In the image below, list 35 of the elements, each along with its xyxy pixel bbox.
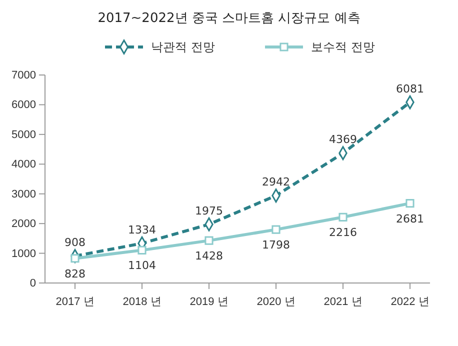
y-tick-label: 3000 (12, 188, 36, 200)
data-label: 908 (64, 236, 86, 250)
data-label: 2681 (396, 212, 424, 226)
data-label: 1104 (128, 259, 156, 272)
data-label: 1798 (262, 238, 290, 252)
y-tick-label: 6000 (12, 99, 36, 112)
data-label: 1334 (128, 223, 156, 236)
x-tick-label: 2018 년 (122, 296, 162, 308)
y-tick-label: 7000 (12, 70, 36, 82)
legend-label: 보수적 전망 (311, 40, 375, 54)
point (338, 212, 348, 222)
data-label: 4369 (329, 133, 357, 146)
data-label: 1975 (195, 204, 223, 218)
chart-title: 2017~2022년 중국 스마트홈 시장규모 예측 (98, 11, 360, 26)
point (406, 199, 414, 208)
x-tick-label: 2017 년 (56, 296, 94, 308)
x-tick-label: 2020 년 (256, 296, 296, 308)
data-label: 828 (64, 267, 86, 280)
y-tick-label: 5000 (12, 128, 36, 141)
point (204, 236, 214, 245)
y-tick-label: 4000 (12, 158, 36, 171)
data-label: 2216 (329, 226, 357, 240)
x-tick-label: 2019 년 (190, 296, 228, 308)
point (138, 246, 146, 254)
data-label: 2942 (262, 176, 290, 189)
y-tick-label: 2000 (12, 218, 36, 230)
y-tick-label: 0 (30, 278, 36, 290)
x-tick-label: 2022 년 (390, 296, 430, 308)
point (70, 254, 80, 263)
x-tick-label: 2021 년 (324, 296, 362, 308)
point (272, 225, 280, 234)
y-tick-label: 1000 (12, 248, 36, 260)
legend-label: 낙관적 전망 (151, 40, 215, 54)
data-label: 1428 (195, 250, 223, 263)
data-label: 6081 (396, 82, 424, 96)
